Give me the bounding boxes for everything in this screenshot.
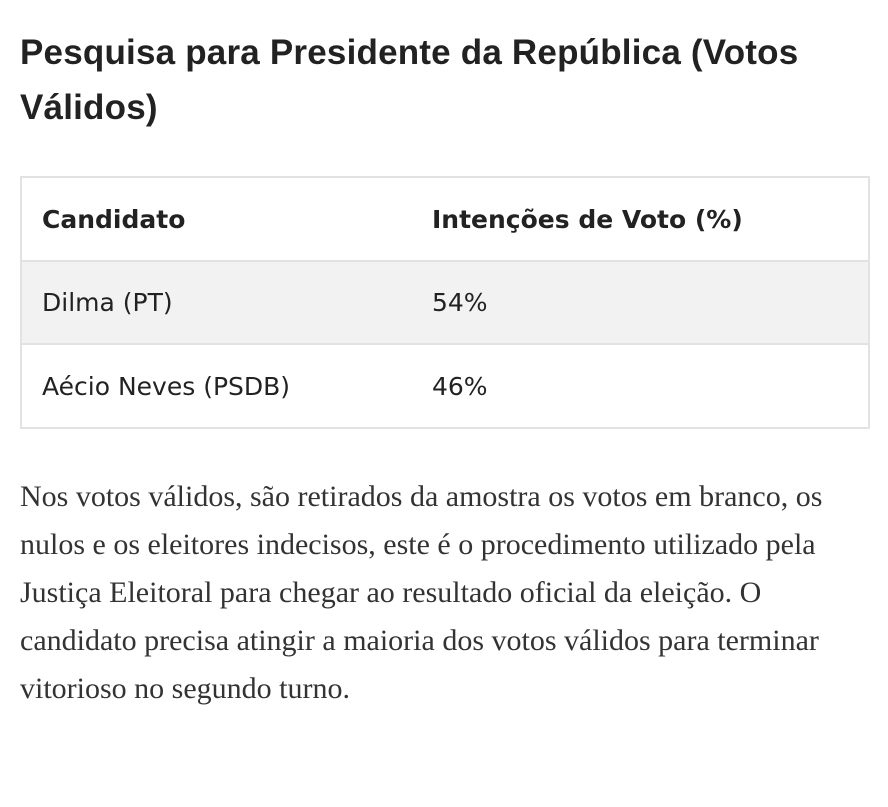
table-row: Dilma (PT) 54% bbox=[22, 261, 868, 344]
header-vote-intention: Intenções de Voto (%) bbox=[412, 178, 868, 262]
poll-table: Candidato Intenções de Voto (%) Dilma (P… bbox=[22, 178, 868, 427]
table-row: Aécio Neves (PSDB) 46% bbox=[22, 343, 868, 427]
candidate-cell: Aécio Neves (PSDB) bbox=[22, 343, 412, 427]
vote-cell: 54% bbox=[412, 261, 868, 344]
table-title: Pesquisa para Presidente da República (V… bbox=[20, 33, 799, 127]
explanatory-paragraph: Nos votos válidos, são retirados da amos… bbox=[20, 480, 823, 705]
vote-cell: 46% bbox=[412, 343, 868, 427]
article: Pesquisa para Presidente da República (V… bbox=[0, 25, 888, 713]
table-header-row: Candidato Intenções de Voto (%) bbox=[22, 178, 868, 262]
header-candidate: Candidato bbox=[22, 178, 412, 262]
poll-table-container: Candidato Intenções de Voto (%) Dilma (P… bbox=[20, 176, 870, 429]
candidate-cell: Dilma (PT) bbox=[22, 261, 412, 344]
